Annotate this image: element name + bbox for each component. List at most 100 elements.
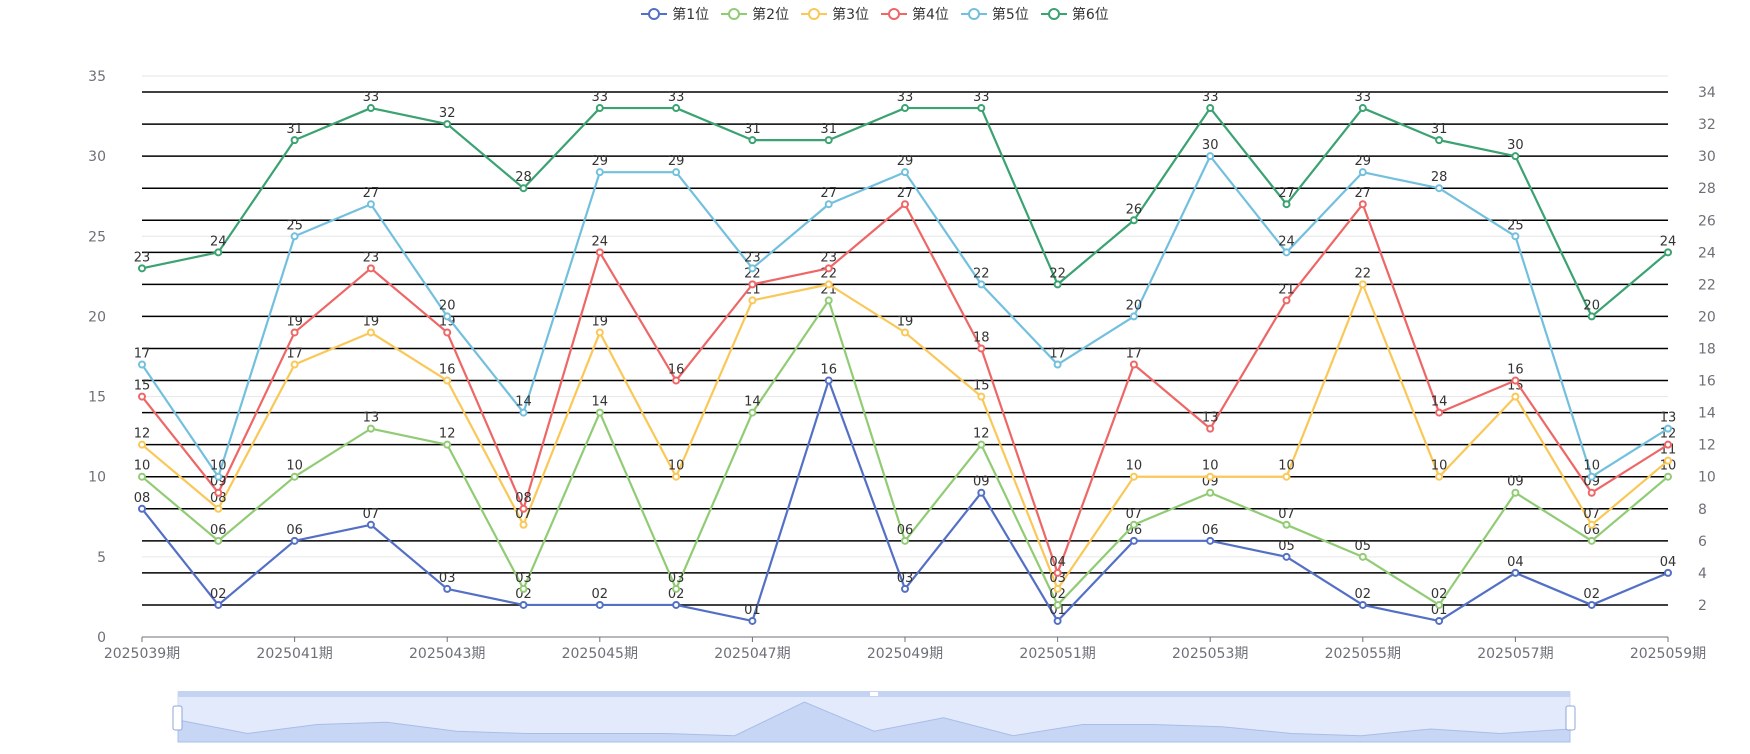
data-label: 09 [1507,475,1524,490]
x-tick-label: 2025057期 [1477,646,1553,662]
data-point [1206,152,1215,161]
data-point [1129,536,1138,545]
data-point [1053,584,1062,593]
series-5: 17 10 25 27 20 14 29 29 23 27 29 22 17 20 30 24 29 28 25 10… [134,138,1676,481]
legend-item[interactable]: 第6位 [1040,4,1109,24]
data-label: 09 [210,475,227,490]
legend-item[interactable]: 第3位 [801,4,869,24]
series-4: 1509192319082416222327180417132127141609… [134,186,1676,577]
data-point [1511,488,1520,497]
y-tick-label: 30 [88,149,106,165]
data-point [748,408,757,417]
data-point [1053,568,1062,577]
legend-item[interactable]: 第4位 [881,4,949,24]
x-tick-label: 2025041期 [256,646,332,662]
data-label: 10 [1126,459,1143,474]
data-point [595,328,604,337]
data-label: 31 [286,122,303,137]
data-label: 18 [973,330,990,345]
data-label: 15 [973,379,990,394]
data-point [672,376,681,385]
data-point [366,104,375,113]
data-point [672,104,681,113]
data-label: 33 [897,90,914,105]
data-label: 03 [897,571,914,586]
data-point [1435,600,1444,609]
data-label: 02 [592,587,609,602]
right-y-tick-label: 20 [1698,309,1716,325]
data-point [901,200,909,209]
data-label: 03 [439,571,456,586]
data-label: 06 [1583,523,1600,538]
legend-item[interactable]: 第1位 [641,4,709,24]
data-point [595,104,604,113]
data-point [1053,360,1062,369]
data-label: 27 [363,186,380,201]
zoom-slider-left-handle[interactable] [172,705,183,731]
x-tick-label: 2025053期 [1172,646,1248,662]
data-point [1053,280,1062,289]
data-label: 21 [744,282,761,297]
data-point [977,440,986,449]
data-point [1511,376,1520,385]
data-point [824,376,833,385]
data-label: 10 [1660,459,1677,474]
data-point [1511,568,1520,577]
data-label: 12 [134,427,151,442]
data-label: 10 [1278,459,1295,474]
data-label: 33 [973,90,990,105]
legend-line-icon [641,8,668,20]
data-point [443,440,452,449]
series-line [141,299,1669,607]
data-label: 08 [210,491,227,506]
data-point [748,280,757,289]
data-point [1129,216,1138,225]
data-label: 26 [1126,202,1143,217]
data-point [1282,552,1291,561]
right-y-tick-label: 18 [1698,341,1716,357]
series-6: 23 24 31 33 32 28 33 33 31 31 33 33 22 26 33 27 33 31 30 20… [134,90,1676,321]
data-point [1129,520,1138,529]
data-point [138,440,146,449]
legend-item[interactable]: 第5位 [960,4,1029,24]
data-label: 02 [515,587,532,602]
data-point [672,584,681,593]
data-point [290,328,299,337]
data-point [824,296,833,305]
data-label: 21 [1278,282,1295,297]
data-label: 01 [1049,603,1066,618]
data-point [1664,248,1672,257]
data-label: 14 [515,395,532,410]
y-tick-label: 20 [88,309,106,325]
data-label: 06 [1126,523,1143,538]
data-label: 16 [668,363,685,378]
data-point [1282,520,1291,529]
data-label: 17 [1049,347,1066,362]
data-label: 07 [515,507,532,522]
data-point [977,344,986,353]
data-label: 33 [1355,90,1372,105]
data-point [1587,312,1596,321]
data-point [443,376,452,385]
x-tick-label: 2025039期 [104,646,180,662]
data-label: 24 [210,234,227,249]
data-point [1587,536,1596,545]
data-point [290,536,299,545]
data-label: 19 [286,314,303,329]
data-label: 14 [744,395,761,410]
data-point [138,392,146,401]
data-label: 16 [1507,363,1524,378]
data-label: 02 [1431,587,1448,602]
data-point [1587,488,1596,497]
data-point [1206,472,1215,481]
data-label: 27 [1355,186,1372,201]
data-point [519,600,528,609]
data-point [672,168,681,177]
legend-item[interactable]: 第2位 [721,4,789,24]
data-point [1664,440,1672,449]
data-label: 13 [1202,411,1219,426]
zoom-slider-right-handle[interactable] [1565,705,1576,731]
data-point [290,136,299,145]
right-y-tick-label: 16 [1698,374,1716,390]
